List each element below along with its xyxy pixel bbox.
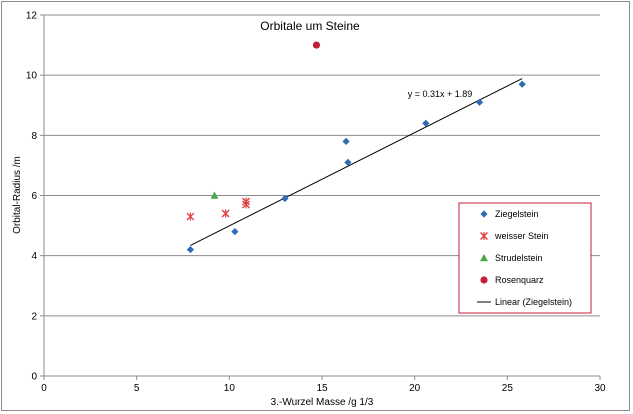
x-axis-title: 3.-Wurzel Masse /g 1/3 xyxy=(271,397,374,408)
x-tick-label: 15 xyxy=(316,383,328,394)
legend-label: Linear (Ziegelstein) xyxy=(495,297,572,307)
legend-label: weisser Stein xyxy=(494,231,549,241)
legend-marker-asterisk xyxy=(480,232,488,240)
legend-label: Ziegelstein xyxy=(495,209,539,219)
legend-label: Strudelstein xyxy=(495,253,543,263)
y-tick-label: 6 xyxy=(31,191,37,202)
data-point-diamond xyxy=(231,228,239,236)
y-tick-label: 8 xyxy=(31,131,37,142)
x-tick-label: 20 xyxy=(409,383,421,394)
legend-marker-diamond xyxy=(480,210,488,218)
y-tick-label: 4 xyxy=(31,251,37,262)
trendline-layer xyxy=(190,78,523,246)
data-point-diamond xyxy=(475,98,484,106)
data-point-diamond xyxy=(422,119,430,127)
y-tick-label: 2 xyxy=(31,311,37,322)
legend-box xyxy=(458,202,592,314)
legend-marker-circle xyxy=(480,276,488,284)
y-tick-label: 12 xyxy=(26,11,38,22)
legend: Ziegelstein weisser Stein Strudelstein Rose… xyxy=(458,202,592,314)
data-point-circle xyxy=(312,41,321,49)
x-tick-label: 10 xyxy=(224,383,236,394)
data-point-diamond xyxy=(342,137,350,145)
x-tick-label: 0 xyxy=(41,383,47,394)
y-tick-label: 0 xyxy=(31,372,37,383)
y-tick-label: 10 xyxy=(26,71,38,82)
legend-marker-triangle xyxy=(480,254,488,262)
legend-label: Rosenquarz xyxy=(495,275,544,285)
chart-title: Orbitale um Steine xyxy=(260,19,360,33)
axes: 0 2 4 6 8 10 12 0 5 10 15 20 25 30 xyxy=(26,11,606,395)
y-axis-title: Orbital-Radius /m xyxy=(12,156,23,234)
data-point-asterisk xyxy=(242,197,251,206)
data-point-asterisk xyxy=(221,209,230,218)
trendline-equation: y = 0.31x + 1.89 xyxy=(408,89,473,99)
data-point-diamond xyxy=(281,194,289,203)
data-point-diamond xyxy=(518,80,526,88)
data-point-asterisk xyxy=(186,212,195,221)
legend-items: Ziegelstein weisser Stein Strudelstein Rose… xyxy=(477,209,572,307)
x-tick-label: 25 xyxy=(502,383,514,394)
trendline xyxy=(190,78,523,246)
data-point-diamond xyxy=(344,158,352,167)
data-point-diamond xyxy=(186,246,195,254)
data-point-triangle xyxy=(210,191,219,199)
x-tick-label: 30 xyxy=(594,383,606,394)
data-points xyxy=(186,41,526,254)
x-tick-label: 5 xyxy=(134,383,140,394)
